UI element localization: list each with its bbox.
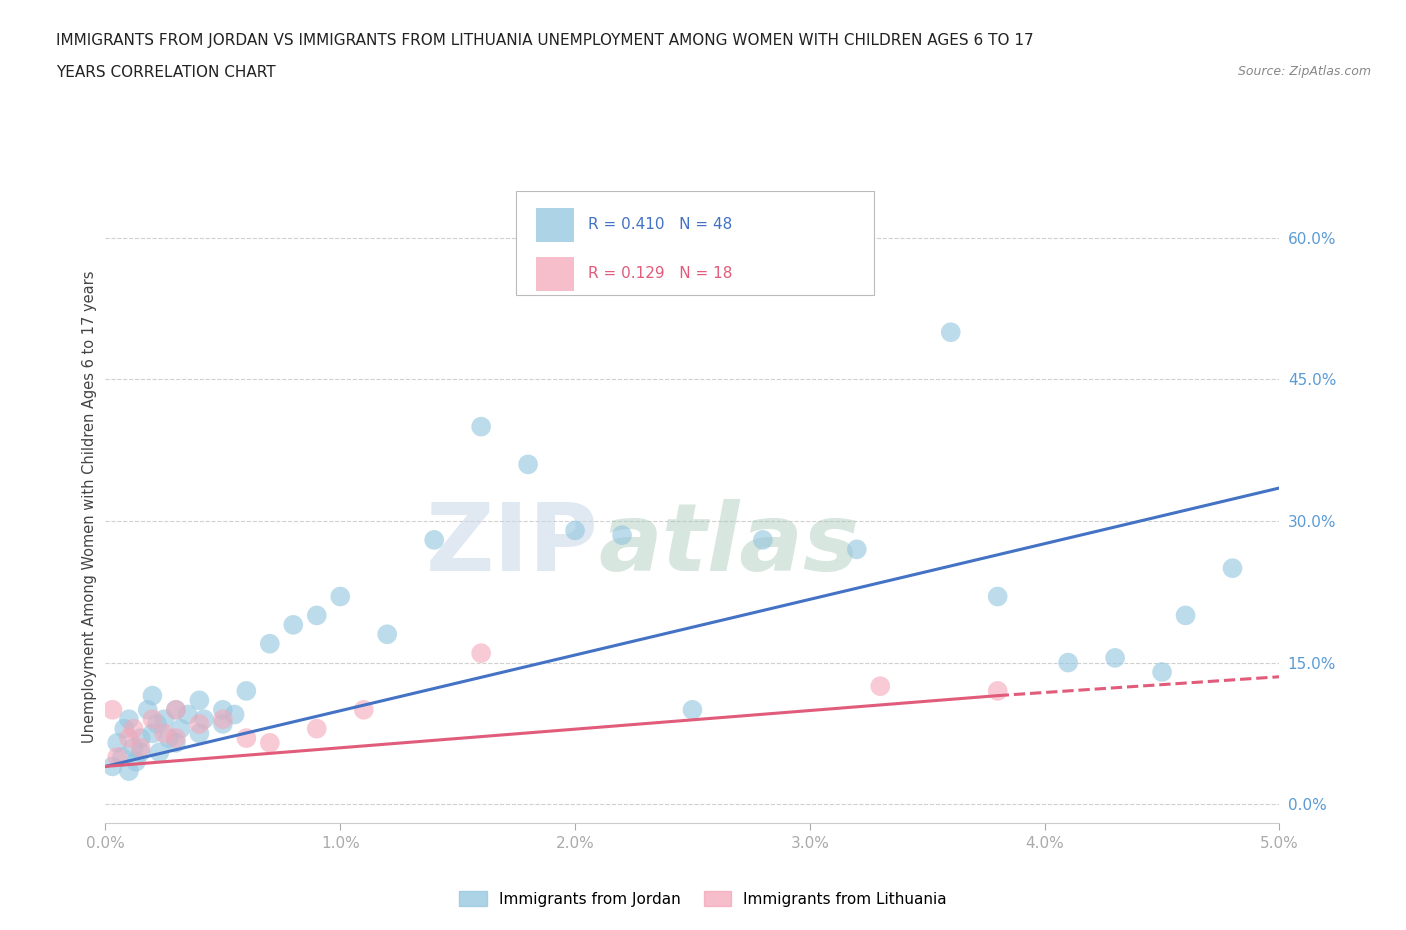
Point: [125, 754, 148, 769]
Point: [259, 636, 281, 651]
Point: [122, 740, 145, 755]
Point: [470, 419, 492, 434]
Point: [148, 745, 170, 760]
Point: [118, 711, 141, 726]
Point: [176, 707, 198, 722]
Point: [165, 731, 187, 746]
Point: [122, 722, 145, 737]
Point: [1174, 608, 1197, 623]
Point: [939, 325, 962, 339]
Point: [1104, 650, 1126, 665]
Point: [129, 745, 152, 760]
Point: [869, 679, 891, 694]
Point: [169, 722, 191, 737]
Point: [235, 684, 257, 698]
Point: [111, 750, 134, 764]
Point: [752, 533, 775, 548]
FancyBboxPatch shape: [536, 207, 574, 243]
Point: [470, 645, 492, 660]
Point: [129, 731, 152, 746]
Point: [211, 711, 233, 726]
Point: [1057, 655, 1080, 670]
Text: R = 0.129   N = 18: R = 0.129 N = 18: [588, 266, 733, 281]
Point: [101, 759, 124, 774]
Point: [211, 716, 233, 731]
Point: [153, 711, 176, 726]
Point: [423, 533, 446, 548]
Point: [188, 716, 211, 731]
Point: [165, 702, 187, 717]
Point: [305, 722, 328, 737]
Point: [682, 702, 704, 717]
Point: [259, 736, 281, 751]
Point: [157, 731, 180, 746]
Text: atlas: atlas: [599, 498, 860, 591]
Point: [105, 750, 128, 764]
Point: [375, 627, 398, 642]
Point: [165, 702, 187, 717]
Y-axis label: Unemployment Among Women with Children Ages 6 to 17 years: Unemployment Among Women with Children A…: [82, 271, 97, 743]
Point: [564, 523, 586, 538]
Text: Source: ZipAtlas.com: Source: ZipAtlas.com: [1237, 65, 1371, 78]
Text: R = 0.410   N = 48: R = 0.410 N = 48: [588, 218, 733, 232]
Point: [105, 736, 128, 751]
Point: [188, 693, 211, 708]
FancyBboxPatch shape: [536, 257, 574, 291]
Point: [129, 740, 152, 755]
Point: [517, 457, 540, 472]
Point: [610, 527, 633, 542]
Point: [283, 618, 305, 632]
Point: [987, 684, 1010, 698]
Point: [235, 731, 257, 746]
Point: [1222, 561, 1244, 576]
Point: [987, 589, 1010, 604]
Point: [118, 764, 141, 778]
Point: [118, 731, 141, 746]
Text: YEARS CORRELATION CHART: YEARS CORRELATION CHART: [56, 65, 276, 80]
Point: [112, 722, 135, 737]
Point: [146, 716, 169, 731]
Point: [305, 608, 328, 623]
Point: [329, 589, 352, 604]
Point: [141, 711, 163, 726]
Text: IMMIGRANTS FROM JORDAN VS IMMIGRANTS FROM LITHUANIA UNEMPLOYMENT AMONG WOMEN WIT: IMMIGRANTS FROM JORDAN VS IMMIGRANTS FRO…: [56, 33, 1033, 47]
Point: [141, 688, 163, 703]
Point: [353, 702, 375, 717]
Point: [136, 702, 159, 717]
Point: [193, 711, 215, 726]
Point: [165, 736, 187, 751]
Point: [211, 702, 233, 717]
Point: [1150, 665, 1173, 680]
Point: [101, 702, 124, 717]
Text: ZIP: ZIP: [426, 498, 599, 591]
Point: [845, 542, 868, 557]
FancyBboxPatch shape: [516, 191, 875, 295]
Point: [224, 707, 246, 722]
Legend: Immigrants from Jordan, Immigrants from Lithuania: Immigrants from Jordan, Immigrants from …: [453, 885, 953, 913]
Point: [188, 726, 211, 741]
Point: [153, 726, 176, 741]
Point: [141, 726, 163, 741]
